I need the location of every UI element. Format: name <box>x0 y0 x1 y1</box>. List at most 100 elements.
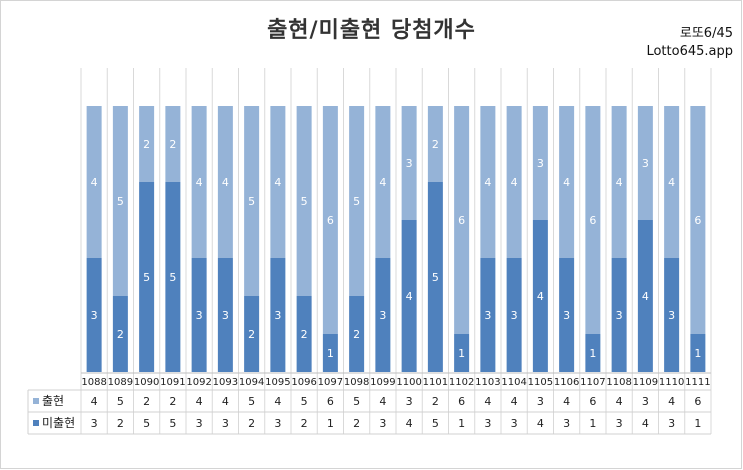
legend-appeared-label: 출현 <box>42 394 64 408</box>
bars: 3 4 2 5 5 2 5 2 3 4 3 4 2 5 3 4 2 5 1 6 2 5 3 4 4 3 5 2 1 6 3 4 3 4 4 3 3 4 1 6… <box>86 106 706 372</box>
table-cell: 1 <box>589 417 596 430</box>
bar-appeared <box>112 106 128 296</box>
bar-unappeared <box>506 258 522 372</box>
table-cell: 3 <box>537 395 544 408</box>
data-label-unappeared: 5 <box>169 271 176 284</box>
data-label-unappeared: 4 <box>537 290 544 303</box>
category-label: 1111 <box>685 377 710 388</box>
bar-appeared <box>690 106 706 334</box>
category-label: 1095 <box>265 377 290 388</box>
data-label-appeared: 4 <box>563 176 570 189</box>
category-label: 1107 <box>580 377 605 388</box>
category-label: 1108 <box>606 377 631 388</box>
bar-unappeared <box>217 258 233 372</box>
table-cell: 4 <box>91 395 98 408</box>
data-label-unappeared: 5 <box>143 271 150 284</box>
category-label: 1093 <box>213 377 238 388</box>
bar-appeared <box>139 106 155 182</box>
data-label-unappeared: 3 <box>274 309 281 322</box>
category-label: 1097 <box>318 377 343 388</box>
bar-appeared <box>349 106 365 296</box>
legend-unappeared-label: 미출현 <box>42 416 75 430</box>
table-cell: 4 <box>563 395 570 408</box>
data-label-appeared: 6 <box>458 214 465 227</box>
table-cell: 6 <box>327 395 334 408</box>
bar-unappeared <box>296 296 312 372</box>
category-label: 1090 <box>134 377 159 388</box>
category-label: 1094 <box>239 377 264 388</box>
bar-unappeared <box>480 258 496 372</box>
table-cell: 4 <box>668 395 675 408</box>
bar-appeared <box>454 106 470 334</box>
data-label-unappeared: 3 <box>379 309 386 322</box>
table-cell: 3 <box>642 395 649 408</box>
data-label-unappeared: 3 <box>668 309 675 322</box>
data-table: 1088 1089 1090 1091 1092 1093 1094 1095 1096 1097… <box>27 372 711 435</box>
data-label-appeared: 5 <box>301 195 308 208</box>
data-label-appeared: 4 <box>196 176 203 189</box>
table-cell: 3 <box>91 417 98 430</box>
table-cell: 4 <box>379 395 386 408</box>
category-label: 1104 <box>501 377 526 388</box>
bar-appeared <box>296 106 312 296</box>
table-cell: 4 <box>642 417 649 430</box>
data-label-unappeared: 3 <box>484 309 491 322</box>
table-cell: 4 <box>537 417 544 430</box>
bar-unappeared <box>191 258 207 372</box>
data-label-appeared: 6 <box>327 214 334 227</box>
bar-unappeared <box>322 334 338 372</box>
bar-appeared <box>664 106 680 258</box>
data-label-unappeared: 5 <box>432 271 439 284</box>
bar-appeared <box>375 106 391 258</box>
bar-appeared <box>506 106 522 258</box>
data-label-unappeared: 3 <box>616 309 623 322</box>
table-cell: 6 <box>589 395 596 408</box>
bar-appeared <box>427 106 443 182</box>
table-cell: 3 <box>511 417 518 430</box>
bar-unappeared <box>454 334 470 372</box>
table-cell: 4 <box>274 395 281 408</box>
data-label-unappeared: 2 <box>248 328 255 341</box>
category-label: 1105 <box>528 377 553 388</box>
table-cell: 4 <box>406 417 413 430</box>
table-cell: 1 <box>694 417 701 430</box>
table-cell: 5 <box>248 395 255 408</box>
data-label-unappeared: 1 <box>694 347 701 360</box>
table-cell: 4 <box>484 395 491 408</box>
data-label-unappeared: 1 <box>589 347 596 360</box>
bar-unappeared <box>165 182 181 372</box>
table-cell: 4 <box>616 395 623 408</box>
bar-appeared <box>86 106 102 258</box>
category-label: 1089 <box>108 377 133 388</box>
data-label-appeared: 2 <box>143 138 150 151</box>
table-cell: 3 <box>274 417 281 430</box>
table-cell: 2 <box>169 395 176 408</box>
data-label-unappeared: 3 <box>511 309 518 322</box>
table-cell: 5 <box>301 395 308 408</box>
site-label: Lotto645.app <box>646 44 733 59</box>
bar-unappeared <box>532 220 548 372</box>
data-label-appeared: 4 <box>379 176 386 189</box>
table-cell: 4 <box>511 395 518 408</box>
chart-title: 출현/미출현 당첨개수 <box>267 18 476 43</box>
table-cell: 6 <box>694 395 701 408</box>
table-cell: 2 <box>143 395 150 408</box>
table-cell: 5 <box>117 395 124 408</box>
table-cell: 3 <box>668 417 675 430</box>
bar-unappeared <box>401 220 417 372</box>
data-label-appeared: 2 <box>432 138 439 151</box>
bar-appeared <box>165 106 181 182</box>
bar-unappeared <box>611 258 627 372</box>
category-label: 1102 <box>449 377 474 388</box>
bar-appeared <box>270 106 286 258</box>
data-label-appeared: 4 <box>511 176 518 189</box>
table-cell: 4 <box>196 395 203 408</box>
table-cell: 5 <box>432 417 439 430</box>
data-label-unappeared: 3 <box>563 309 570 322</box>
legend-unappeared-key <box>33 420 39 426</box>
category-label: 1099 <box>370 377 395 388</box>
data-label-appeared: 4 <box>274 176 281 189</box>
bar-appeared <box>322 106 338 334</box>
bar-appeared <box>585 106 601 334</box>
